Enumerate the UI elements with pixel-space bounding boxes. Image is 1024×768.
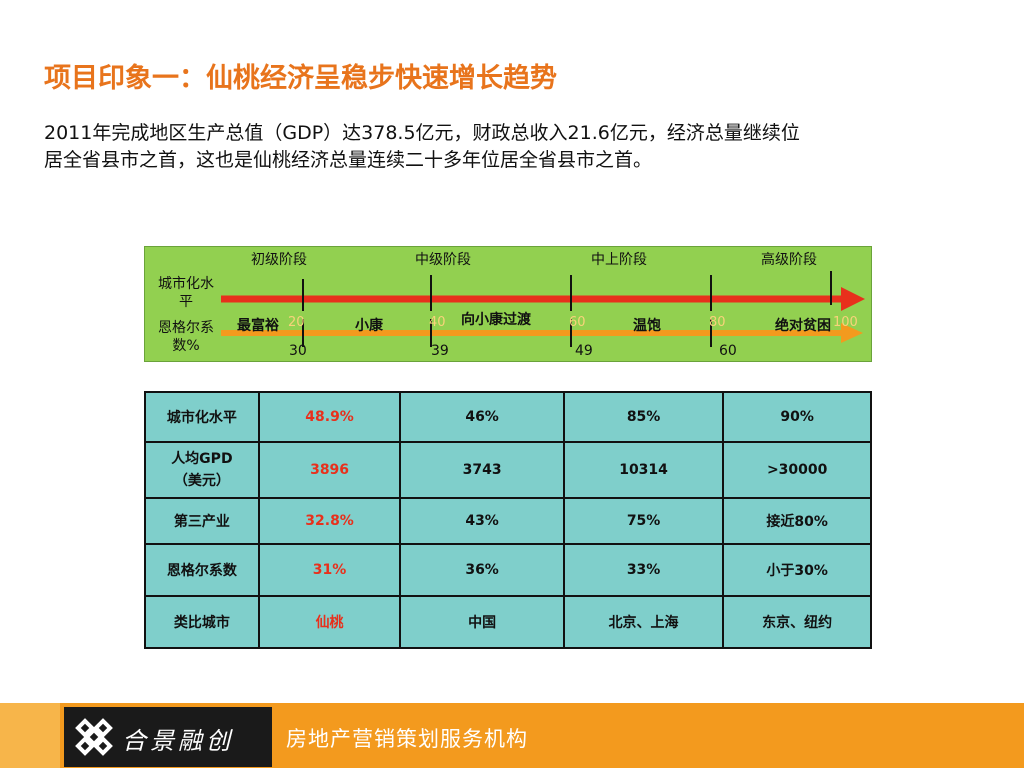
table-cell: 43%	[399, 497, 565, 545]
development-stage-diagram: 初级阶段 中级阶段 中上阶段 高级阶段 城市化水平 恩格尔系数% 20 40 6…	[144, 246, 872, 362]
company-logo: 合景融创	[64, 707, 272, 767]
intro-line-1: 2011年完成地区生产总值（GDP）达378.5亿元，财政总收入21.6亿元，经…	[44, 122, 800, 144]
table-cell: 东京、纽约	[722, 595, 872, 649]
table-row: 类比城市 仙桃 中国 北京、上海 东京、纽约	[144, 595, 872, 649]
table-cell: 48.9%	[257, 391, 402, 443]
footer-accent-strip	[0, 703, 60, 768]
footer-bar: 合景融创 房地产营销策划服务机构	[0, 703, 1024, 768]
engel-tick-100: 100	[833, 315, 858, 330]
table-cell: 仙桃	[257, 595, 402, 649]
intro-text: 2011年完成地区生产总值（GDP）达378.5亿元，财政总收入21.6亿元，经…	[44, 120, 964, 174]
engel-level-poverty: 绝对贫困	[775, 318, 831, 334]
table-row: 恩格尔系数 31% 36% 33% 小于30%	[144, 543, 872, 597]
engel-tick-40: 40	[429, 315, 446, 330]
table-cell: 中国	[399, 595, 565, 649]
engel-tick-20: 20	[288, 315, 305, 330]
urban-arrow-head	[841, 287, 865, 311]
row-header: 第三产业	[144, 497, 260, 545]
table-cell: 小于30%	[722, 543, 872, 597]
urban-tick-30: 30	[289, 343, 307, 359]
engel-tick-60: 60	[569, 315, 586, 330]
row-header: 恩格尔系数	[144, 543, 260, 597]
row-header: 人均GPD（美元）	[144, 441, 260, 499]
engel-arrow-head	[841, 323, 863, 343]
row-header: 城市化水平	[144, 391, 260, 443]
stage-label-primary: 初级阶段	[251, 252, 307, 268]
row-label-engel: 恩格尔系数%	[158, 320, 214, 354]
stage-arrows	[221, 271, 865, 347]
stage-label-upper-intermediate: 中上阶段	[591, 252, 647, 268]
engel-level-richest: 最富裕	[237, 318, 279, 334]
table-cell: 3743	[399, 441, 565, 499]
table-row: 城市化水平 48.9% 46% 85% 90%	[144, 391, 872, 443]
page-title: 项目印象一：仙桃经济呈稳步快速增长趋势	[44, 63, 557, 94]
table-cell: >30000	[722, 441, 872, 499]
urban-tick-39: 39	[431, 343, 449, 359]
row-label-urbanization: 城市化水平	[158, 276, 214, 310]
urban-tick-60: 60	[719, 343, 737, 359]
table-cell: 10314	[562, 441, 725, 499]
table-cell: 90%	[722, 391, 872, 443]
table-cell: 33%	[562, 543, 725, 597]
table-cell: 46%	[399, 391, 565, 443]
footer-slogan: 房地产营销策划服务机构	[286, 727, 528, 751]
engel-level-subsistence: 温饱	[633, 318, 661, 334]
stage-label-intermediate: 中级阶段	[415, 252, 471, 268]
knot-logo-icon	[75, 718, 113, 756]
engel-tick-80: 80	[709, 315, 726, 330]
table-row: 第三产业 32.8% 43% 75% 接近80%	[144, 497, 872, 545]
row-header: 类比城市	[144, 595, 260, 649]
intro-line-2: 居全省县市之首，这也是仙桃经济总量连续二十多年位居全省县市之首。	[44, 149, 653, 171]
comparison-table: 城市化水平 48.9% 46% 85% 90% 人均GPD（美元） 3896 3…	[144, 391, 872, 649]
table-row: 人均GPD（美元） 3896 3743 10314 >30000	[144, 441, 872, 499]
table-cell: 3896	[257, 441, 402, 499]
table-cell: 31%	[257, 543, 402, 597]
table-cell: 北京、上海	[562, 595, 725, 649]
table-cell: 32.8%	[257, 497, 402, 545]
engel-level-transition: 向小康过渡	[461, 312, 531, 328]
engel-level-well-off: 小康	[355, 318, 383, 334]
table-cell: 接近80%	[722, 497, 872, 545]
stage-label-advanced: 高级阶段	[761, 252, 817, 268]
table-cell: 85%	[562, 391, 725, 443]
table-cell: 75%	[562, 497, 725, 545]
brand-name: 合景融创	[122, 727, 234, 755]
table-cell: 36%	[399, 543, 565, 597]
urban-tick-49: 49	[575, 343, 593, 359]
